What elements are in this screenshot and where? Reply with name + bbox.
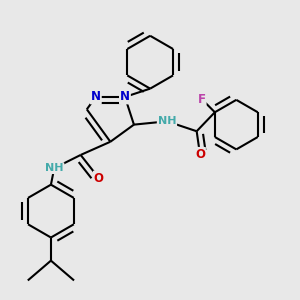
Text: O: O [94, 172, 104, 184]
Text: NH: NH [45, 163, 64, 173]
Text: N: N [120, 90, 130, 104]
Text: N: N [91, 90, 101, 104]
Text: NH: NH [158, 116, 176, 126]
Text: O: O [195, 148, 205, 161]
Text: F: F [198, 92, 206, 106]
